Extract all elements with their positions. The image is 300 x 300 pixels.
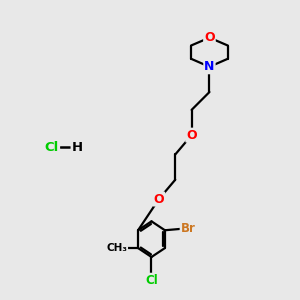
Text: CH₃: CH₃ [106,243,127,253]
Text: N: N [204,60,214,73]
Text: Cl: Cl [145,274,158,287]
Text: H: H [72,140,83,154]
Text: Cl: Cl [45,140,59,154]
Text: Br: Br [181,222,196,235]
Text: O: O [154,193,164,206]
Text: O: O [204,31,215,44]
Text: O: O [186,129,197,142]
